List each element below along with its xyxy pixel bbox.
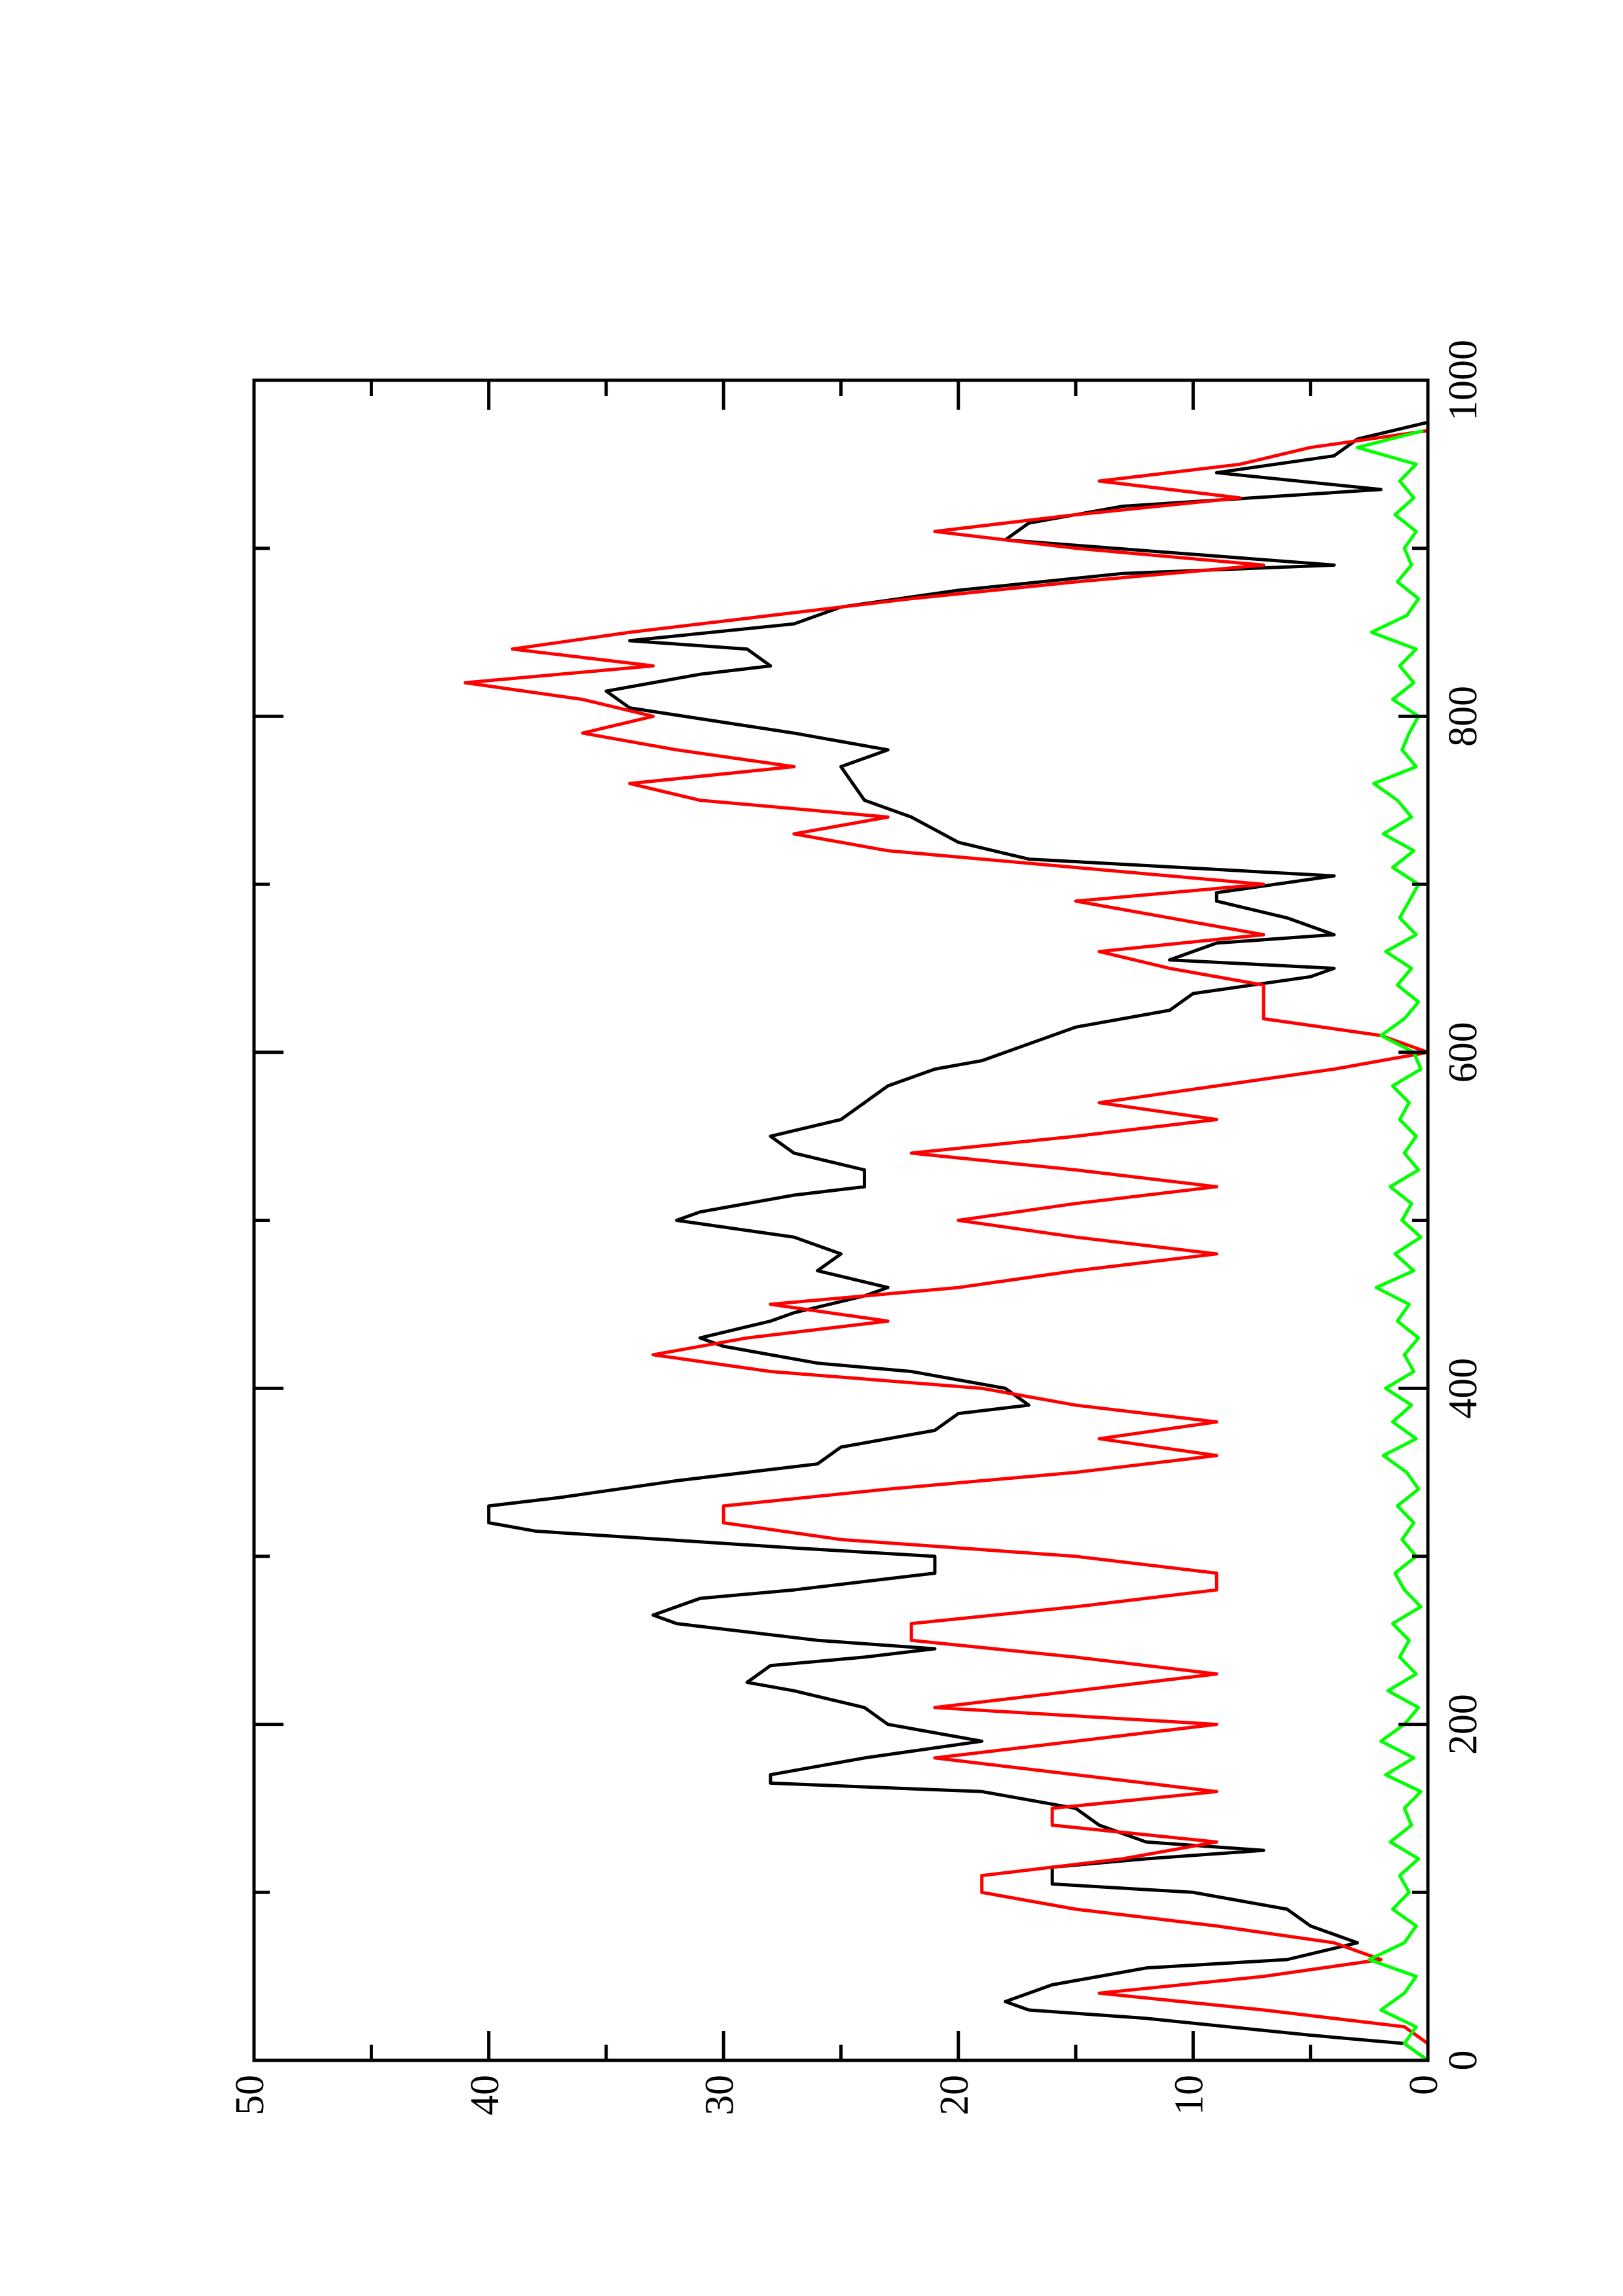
y-tick-label: 30 <box>697 2075 742 2115</box>
series-line <box>464 429 1430 2060</box>
x-tick-label: 800 <box>1441 686 1486 747</box>
y-tick-label: 0 <box>1402 2075 1446 2095</box>
plot-frame <box>252 378 1430 2062</box>
y-tick-label: 20 <box>932 2075 977 2115</box>
series-line <box>1355 429 1429 2062</box>
y-tick-label: 10 <box>1167 2075 1212 2115</box>
x-tick-label: 200 <box>1441 1694 1486 1755</box>
y-tick-label: 50 <box>228 2075 272 2115</box>
series-line <box>487 420 1429 2062</box>
x-tick-label: 400 <box>1441 1358 1486 1419</box>
x-tick-label: 0 <box>1441 2051 1486 2071</box>
x-tick-label: 600 <box>1441 1022 1486 1083</box>
y-tick-label: 40 <box>463 2075 507 2115</box>
rotated-plot: 0 200 400 600 800 1000 0 10 20 30 40 50 <box>228 340 1486 2115</box>
x-tick-label: 1000 <box>1441 340 1486 421</box>
